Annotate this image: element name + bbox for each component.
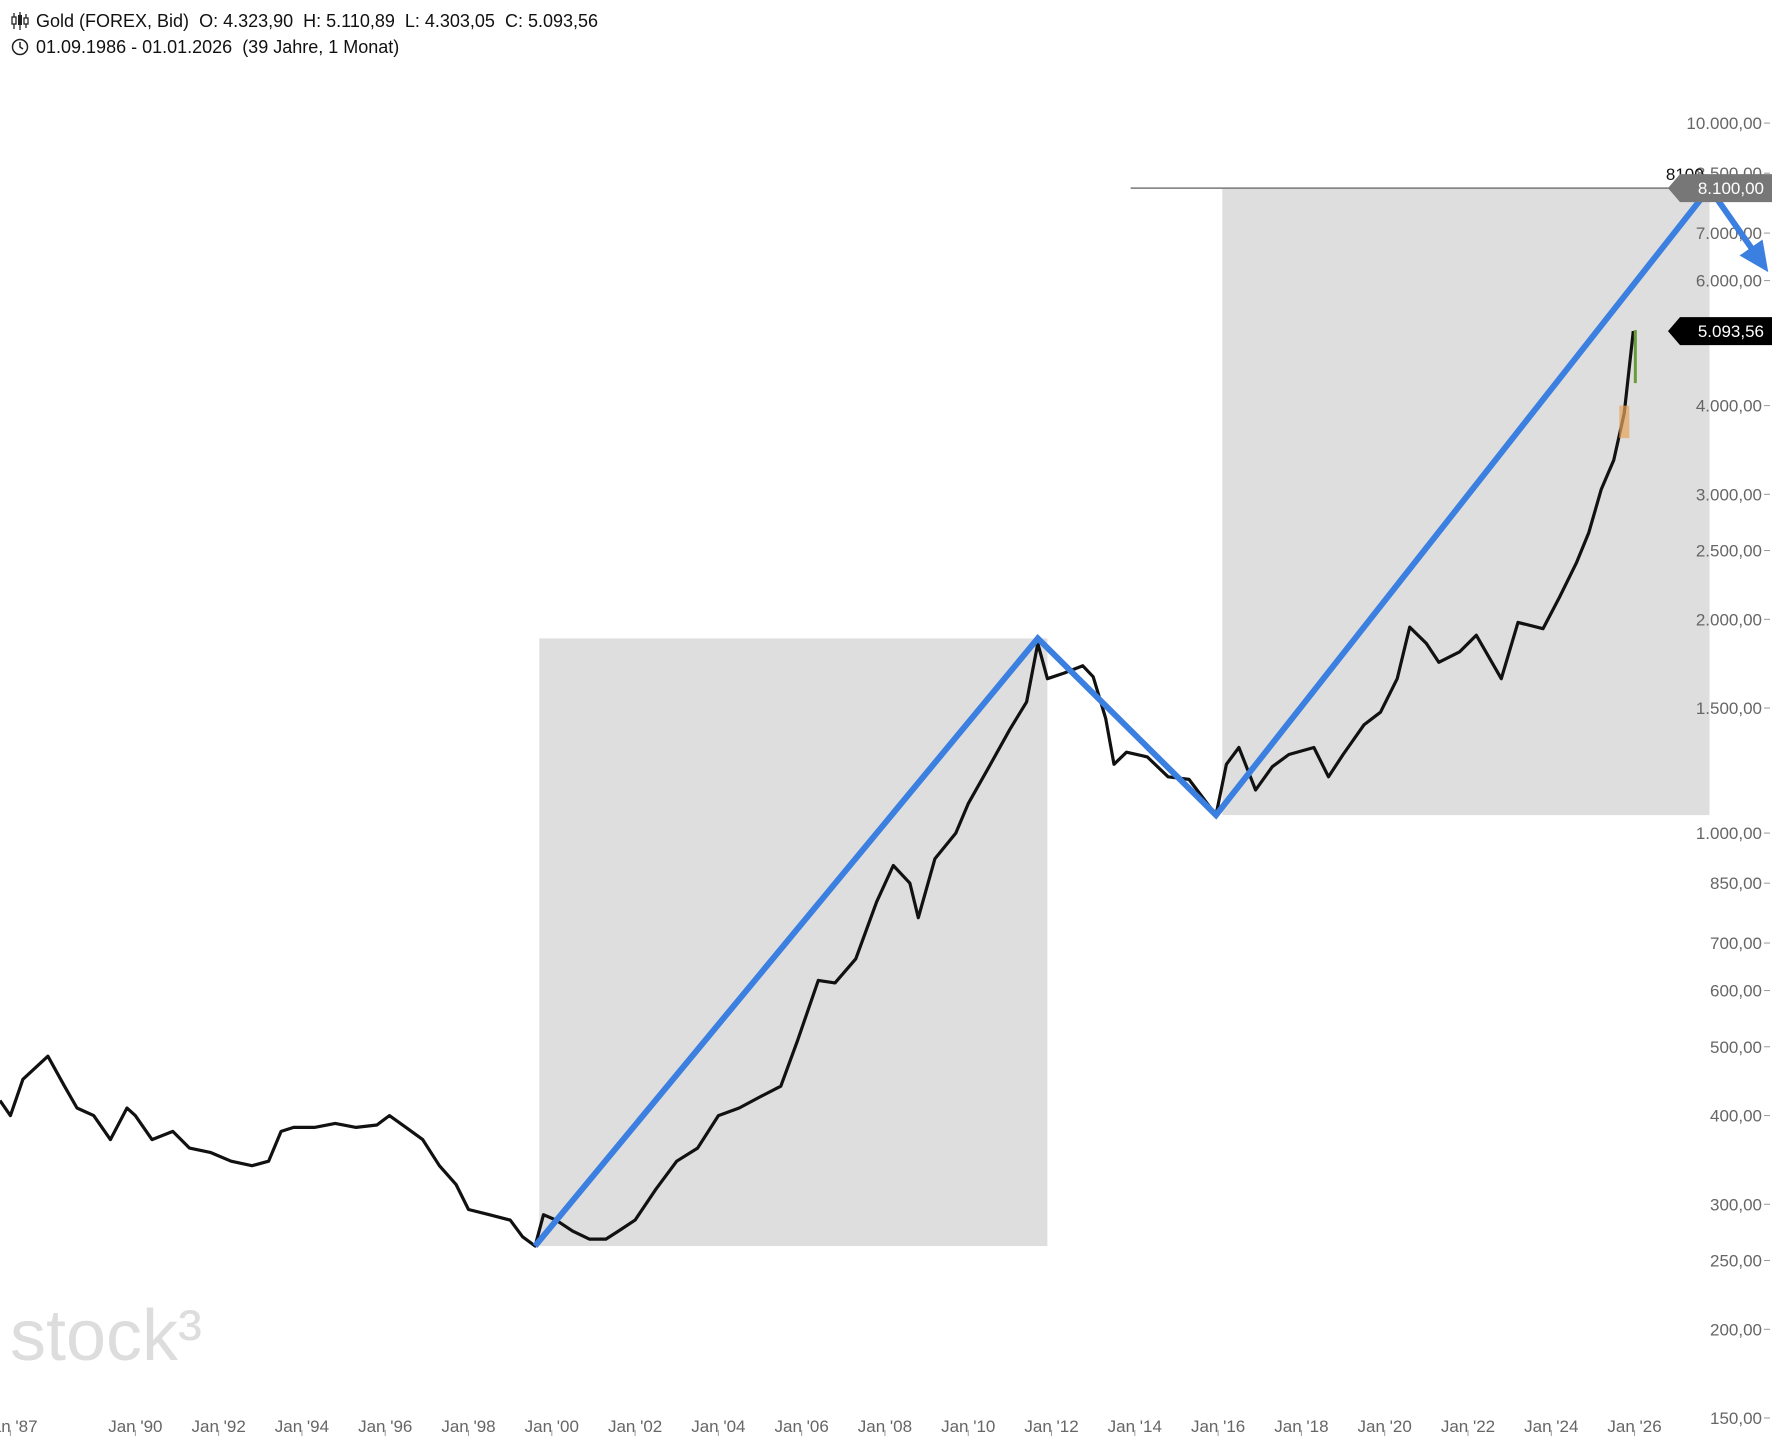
- y-tick-label: 250,00: [1710, 1251, 1762, 1270]
- price-line: [0, 330, 1635, 1248]
- gold-price-series: [0, 330, 1637, 1248]
- last-price-badge-text: 5.093,56: [1698, 322, 1764, 341]
- y-tick-label: 10.000,00: [1686, 114, 1762, 133]
- target-price-badge: 8.100,00: [1668, 174, 1772, 203]
- zigzag-trend-arrow: [532, 183, 1769, 1248]
- last-price-badge: 5.093,56: [1668, 317, 1772, 346]
- x-tick-label: Jan '90: [108, 1417, 162, 1436]
- x-tick-label: Jan '92: [191, 1417, 245, 1436]
- x-tick-label: Jan '04: [691, 1417, 745, 1436]
- y-tick-label: 2.000,00: [1696, 610, 1762, 629]
- target-price-badge-text: 8.100,00: [1698, 179, 1764, 198]
- duration: (39 Jahre, 1 Monat): [242, 37, 400, 57]
- x-tick-label: Jan '14: [1108, 1417, 1162, 1436]
- y-tick-label: 4.000,00: [1696, 397, 1762, 416]
- stock3-watermark: stock³: [10, 1296, 202, 1376]
- x-tick-label: Jan '94: [275, 1417, 329, 1436]
- x-tick-label: Jan '98: [441, 1417, 495, 1436]
- y-tick-label: 2.500,00: [1696, 542, 1762, 561]
- range-row: 01.09.1986 - 01.01.2026 (39 Jahre, 1 Mon…: [10, 34, 598, 60]
- y-tick-label: 700,00: [1710, 934, 1762, 953]
- y-tick-label: 300,00: [1710, 1195, 1762, 1214]
- y-axis: 10.000,008.500,007.000,006.000,004.000,0…: [1686, 114, 1770, 1428]
- zigzag-line: [532, 183, 1767, 1248]
- x-tick-label: Jan '26: [1607, 1417, 1661, 1436]
- y-tick-label: 7.000,00: [1696, 224, 1762, 243]
- arrowhead: [1739, 239, 1769, 273]
- x-tick-label: Jan '16: [1191, 1417, 1245, 1436]
- x-tick-label: Jan '02: [608, 1417, 662, 1436]
- x-tick-label: Jan '87: [0, 1417, 38, 1436]
- candlestick-icon: [11, 12, 29, 30]
- highlight-boxes: [539, 188, 1710, 1247]
- instrument-name: Gold (FOREX, Bid): [36, 11, 190, 31]
- y-tick-label: 150,00: [1710, 1409, 1762, 1428]
- x-tick-label: Jan '22: [1441, 1417, 1495, 1436]
- y-tick-label: 3.000,00: [1696, 485, 1762, 504]
- prior-candle-highlight: [1619, 405, 1630, 439]
- x-axis: Jan '87 Jan '90 Jan '92 Jan '94 Jan '96 Jan '…: [0, 1417, 1662, 1436]
- x-tick-label: Jan '24: [1524, 1417, 1578, 1436]
- y-tick-label: 1.000,00: [1696, 824, 1762, 843]
- ohlc-values: O: 4.323,90 H: 5.110,89 L: 4.303,05 C: 5…: [199, 11, 599, 31]
- x-tick-label: Jan '00: [525, 1417, 579, 1436]
- y-tick-label: 400,00: [1710, 1107, 1762, 1126]
- chart-header: Gold (FOREX, Bid) O: 4.323,90 H: 5.110,8…: [10, 8, 598, 60]
- x-tick-label: Jan '06: [775, 1417, 829, 1436]
- price-badges: 8.100,00 5.093,56: [1668, 174, 1772, 346]
- y-tick-label: 200,00: [1710, 1320, 1762, 1339]
- x-tick-label: Jan '10: [941, 1417, 995, 1436]
- y-tick-label: 6.000,00: [1696, 272, 1762, 291]
- x-tick-label: Jan '20: [1358, 1417, 1412, 1436]
- clock-icon: [11, 38, 29, 56]
- x-tick-label: Jan '12: [1024, 1417, 1078, 1436]
- x-tick-label: Jan '08: [858, 1417, 912, 1436]
- last-price-badge-shape: [1668, 317, 1772, 346]
- instrument-row: Gold (FOREX, Bid) O: 4.323,90 H: 5.110,8…: [10, 8, 598, 34]
- y-tick-label: 600,00: [1710, 982, 1762, 1001]
- highlight-box-1: [539, 638, 1048, 1247]
- target-line: 8100: [1130, 165, 1714, 189]
- date-range: 01.09.1986 - 01.01.2026: [36, 37, 233, 57]
- y-tick-label: 850,00: [1710, 874, 1762, 893]
- x-tick-label: Jan '18: [1274, 1417, 1328, 1436]
- y-tick-label: 1.500,00: [1696, 699, 1762, 718]
- y-tick-label: 500,00: [1710, 1038, 1762, 1057]
- x-tick-label: Jan '96: [358, 1417, 412, 1436]
- target-price-badge-shape: [1668, 174, 1772, 203]
